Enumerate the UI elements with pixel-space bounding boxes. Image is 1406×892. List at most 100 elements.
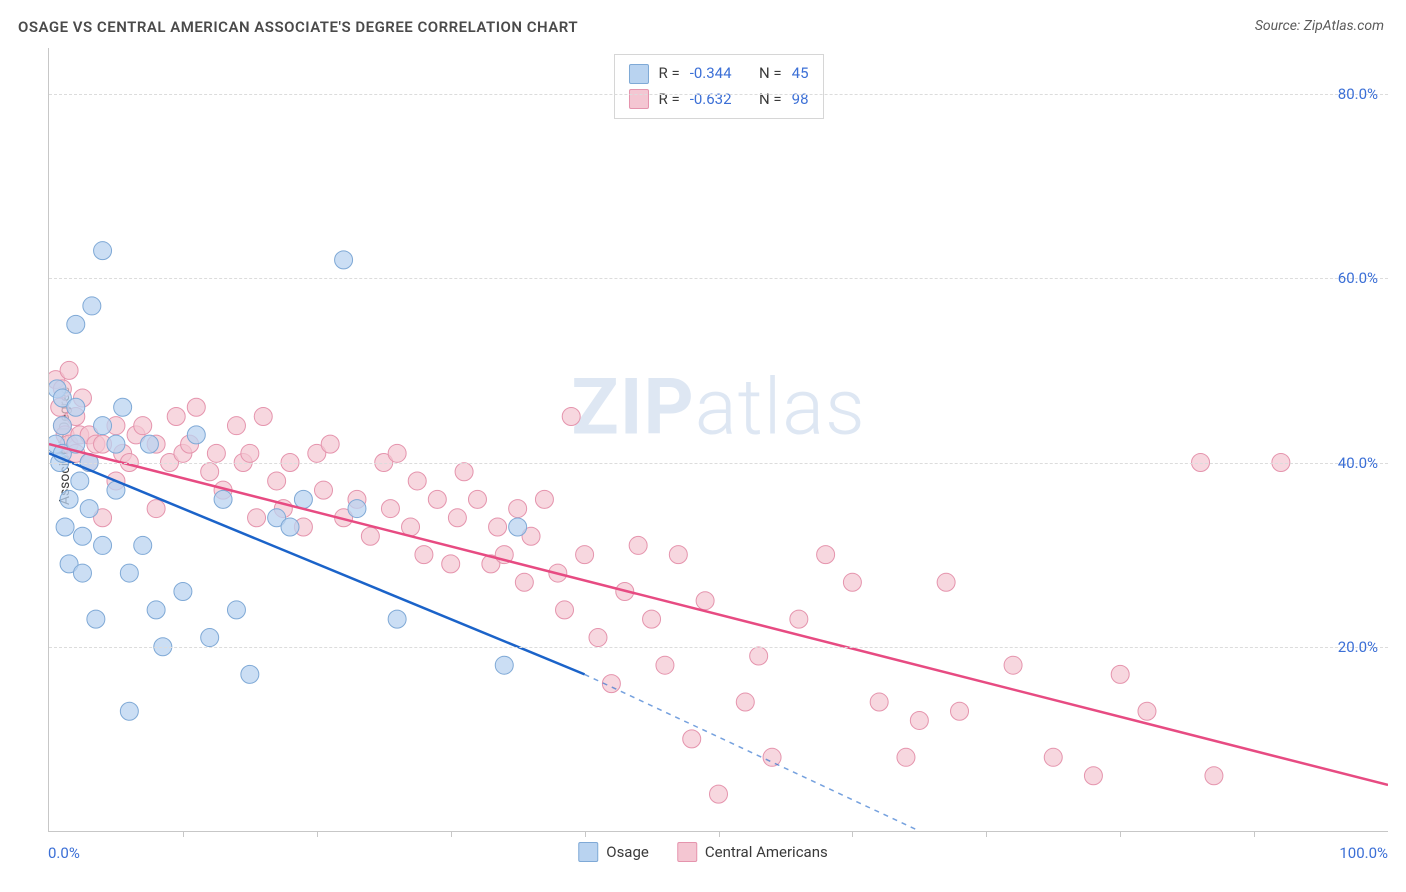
data-point (381, 500, 399, 518)
data-point (107, 435, 125, 453)
data-point (535, 490, 553, 508)
x-tick (317, 831, 318, 837)
data-point (107, 417, 125, 435)
data-point (187, 426, 205, 444)
legend-stats-box: R = -0.344 N = 45 R = -0.632 N = 98 (613, 54, 823, 119)
data-point (73, 527, 91, 545)
data-point (763, 748, 781, 766)
data-point (1205, 767, 1223, 785)
data-point (656, 656, 674, 674)
data-point (67, 407, 85, 425)
data-point (1044, 748, 1062, 766)
data-point (71, 472, 89, 490)
data-point (455, 463, 473, 481)
grid-line (49, 647, 1388, 648)
data-point (49, 380, 66, 398)
data-point (442, 555, 460, 573)
data-point (51, 398, 69, 416)
watermark-light: atlas (695, 363, 866, 454)
data-point (402, 518, 420, 536)
swatch-central (628, 89, 648, 109)
data-point (335, 251, 353, 269)
data-point (147, 500, 165, 518)
data-point (495, 656, 513, 674)
x-tick (986, 831, 987, 837)
data-point (80, 500, 98, 518)
trend-line (49, 444, 1388, 785)
trend-line (49, 453, 585, 674)
n-value-central: 98 (792, 87, 809, 113)
n-prefix: N = (759, 87, 782, 113)
x-max-label: 100.0% (1339, 844, 1388, 862)
data-point (870, 693, 888, 711)
data-point (629, 536, 647, 554)
data-point (428, 490, 446, 508)
data-point (227, 601, 245, 619)
data-point (167, 407, 185, 425)
x-tick (1120, 831, 1121, 837)
data-point (67, 315, 85, 333)
y-tick-label: 40.0% (1338, 454, 1378, 472)
data-point (73, 564, 91, 582)
data-point (83, 297, 101, 315)
data-point (616, 582, 634, 600)
data-point (268, 472, 286, 490)
data-point (1111, 665, 1129, 683)
data-point (361, 527, 379, 545)
data-point (140, 435, 158, 453)
data-point (114, 398, 132, 416)
legend-bottom: Osage Central Americans (578, 842, 828, 862)
data-point (80, 426, 98, 444)
data-point (489, 518, 507, 536)
data-point (120, 564, 138, 582)
grid-line (49, 278, 1388, 279)
data-point (509, 518, 527, 536)
data-point (910, 711, 928, 729)
data-point (94, 435, 112, 453)
data-point (94, 509, 112, 527)
data-point (147, 435, 165, 453)
legend-item-osage: Osage (578, 842, 649, 862)
data-point (248, 509, 266, 527)
data-point (937, 573, 955, 591)
data-point (321, 435, 339, 453)
data-point (53, 389, 71, 407)
data-point (87, 435, 105, 453)
x-tick (585, 831, 586, 837)
data-point (107, 481, 125, 499)
r-prefix: R = (658, 87, 679, 113)
n-value-osage: 45 (792, 61, 809, 87)
data-point (1004, 656, 1022, 674)
data-point (335, 509, 353, 527)
legend-label-central: Central Americans (705, 843, 828, 861)
data-point (53, 417, 71, 435)
r-value-central: -0.632 (690, 87, 732, 113)
data-point (589, 629, 607, 647)
data-point (207, 444, 225, 462)
data-point (53, 417, 71, 435)
data-point (187, 398, 205, 416)
x-tick (719, 831, 720, 837)
y-tick-label: 20.0% (1338, 638, 1378, 656)
data-point (67, 398, 85, 416)
data-point (448, 509, 466, 527)
data-point (669, 546, 687, 564)
data-point (790, 610, 808, 628)
data-point (60, 555, 78, 573)
data-point (60, 361, 78, 379)
data-point (348, 490, 366, 508)
data-point (94, 417, 112, 435)
data-point (60, 490, 78, 508)
data-point (1084, 767, 1102, 785)
y-tick-label: 60.0% (1338, 269, 1378, 287)
data-point (214, 481, 232, 499)
data-point (214, 490, 232, 508)
data-point (53, 380, 71, 398)
data-point (87, 610, 105, 628)
data-point (49, 435, 65, 453)
data-point (710, 785, 728, 803)
data-point (174, 582, 192, 600)
data-point (294, 518, 312, 536)
data-point (509, 500, 527, 518)
data-point (308, 444, 326, 462)
